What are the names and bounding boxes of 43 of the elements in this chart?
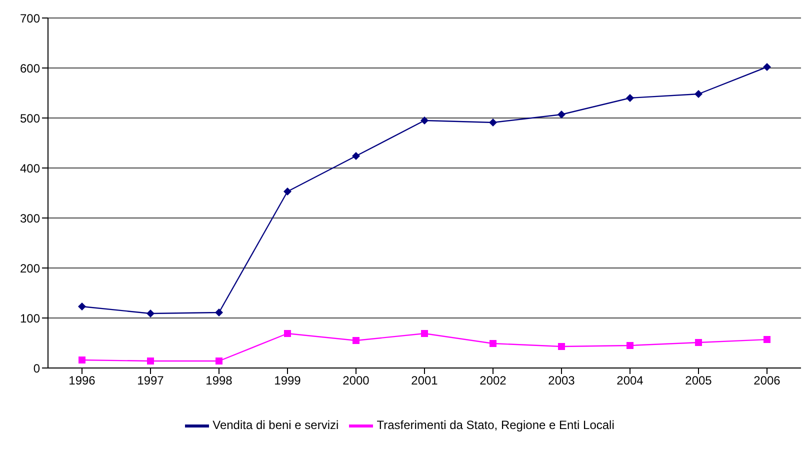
x-tick-label: 2003 bbox=[548, 374, 576, 388]
x-tick-label: 2002 bbox=[480, 374, 507, 388]
point bbox=[764, 336, 770, 343]
point bbox=[147, 358, 154, 364]
point bbox=[763, 63, 771, 71]
point bbox=[352, 337, 360, 344]
point bbox=[146, 310, 154, 318]
point bbox=[216, 358, 222, 364]
point bbox=[215, 308, 223, 316]
point bbox=[421, 330, 428, 337]
point bbox=[352, 152, 360, 160]
y-tick-label: 400 bbox=[20, 161, 40, 176]
point bbox=[78, 302, 86, 310]
y-tick-label: 100 bbox=[20, 311, 40, 326]
x-tick-label: 1998 bbox=[206, 374, 233, 388]
x-tick-label: 2005 bbox=[685, 374, 712, 388]
y-tick-label: 300 bbox=[20, 211, 40, 226]
point bbox=[626, 342, 634, 349]
legend-label: Vendita di beni e servizi bbox=[212, 418, 339, 432]
x-tick-label: 2004 bbox=[616, 374, 644, 388]
point bbox=[284, 330, 291, 337]
point bbox=[626, 94, 634, 102]
x-tick-label: 1996 bbox=[68, 374, 96, 388]
point bbox=[695, 339, 702, 346]
x-tick-label: 1999 bbox=[274, 374, 302, 388]
point bbox=[490, 340, 496, 347]
x-tick-label: 2001 bbox=[411, 374, 438, 388]
point bbox=[420, 116, 428, 124]
legend-label: Trasferimenti da Stato, Regione e Enti Locali bbox=[376, 418, 614, 432]
x-tick-label: 2006 bbox=[754, 374, 781, 388]
point bbox=[489, 118, 497, 126]
y-tick-label: 200 bbox=[20, 261, 40, 276]
x-tick-label: 1997 bbox=[137, 374, 164, 388]
point bbox=[284, 188, 292, 196]
y-tick-label: 600 bbox=[20, 61, 40, 76]
point bbox=[78, 356, 86, 364]
x-tick-label: 2000 bbox=[342, 374, 370, 388]
y-tick-label: 500 bbox=[20, 111, 40, 126]
y-tick-label: 0 bbox=[33, 361, 40, 376]
point bbox=[558, 110, 566, 118]
point bbox=[558, 343, 565, 350]
point bbox=[694, 90, 702, 98]
y-tick-label: 700 bbox=[20, 11, 40, 26]
